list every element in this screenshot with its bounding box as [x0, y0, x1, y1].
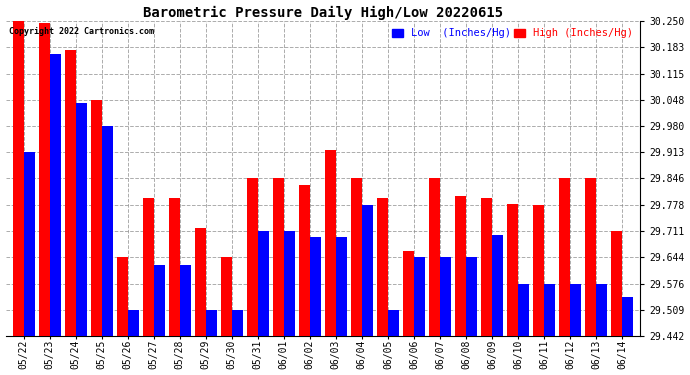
Bar [507, 204, 518, 336]
Bar [403, 251, 414, 336]
Bar [414, 257, 425, 336]
Bar [154, 264, 165, 336]
Bar [206, 310, 217, 336]
Bar [284, 231, 295, 336]
Bar [50, 54, 61, 336]
Bar [596, 284, 607, 336]
Bar [273, 178, 284, 336]
Bar [128, 310, 139, 336]
Bar [585, 178, 596, 336]
Bar [570, 284, 581, 336]
Bar [362, 205, 373, 336]
Bar [351, 178, 362, 336]
Bar [169, 198, 180, 336]
Bar [336, 237, 347, 336]
Bar [622, 297, 633, 336]
Bar [611, 231, 622, 336]
Bar [377, 198, 388, 336]
Bar [23, 152, 34, 336]
Bar [102, 126, 112, 336]
Text: Copyright 2022 Cartronics.com: Copyright 2022 Cartronics.com [9, 27, 154, 36]
Bar [325, 150, 336, 336]
Bar [143, 198, 154, 336]
Bar [247, 178, 258, 336]
Title: Barometric Pressure Daily High/Low 20220615: Barometric Pressure Daily High/Low 20220… [143, 6, 503, 20]
Bar [455, 196, 466, 336]
Bar [559, 178, 570, 336]
Bar [39, 23, 50, 336]
Bar [544, 284, 555, 336]
Legend: Low  (Inches/Hg), High (Inches/Hg): Low (Inches/Hg), High (Inches/Hg) [390, 26, 635, 40]
Bar [195, 228, 206, 336]
Bar [91, 100, 102, 336]
Bar [13, 21, 23, 336]
Bar [518, 284, 529, 336]
Bar [221, 257, 232, 336]
Bar [76, 103, 87, 336]
Bar [117, 257, 128, 336]
Bar [429, 178, 440, 336]
Bar [388, 310, 399, 336]
Bar [492, 236, 503, 336]
Bar [258, 231, 269, 336]
Bar [310, 237, 321, 336]
Bar [466, 257, 477, 336]
Bar [533, 205, 544, 336]
Bar [232, 310, 243, 336]
Bar [65, 50, 76, 336]
Bar [180, 264, 190, 336]
Bar [481, 198, 492, 336]
Bar [299, 184, 310, 336]
Bar [440, 257, 451, 336]
